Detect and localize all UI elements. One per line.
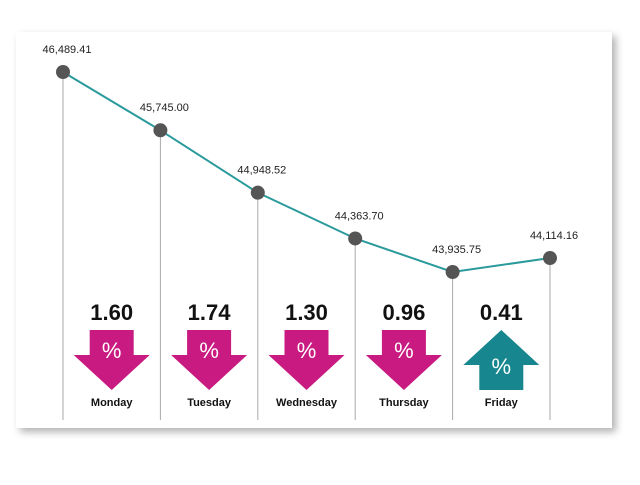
up-arrow — [463, 330, 540, 390]
change-label: 0.41 — [480, 300, 523, 325]
value-label: 44,948.52 — [237, 165, 286, 177]
point — [445, 265, 460, 279]
day-label: Thursday — [379, 397, 429, 409]
day-label: Wednesday — [276, 397, 338, 409]
percent-sign: % — [297, 338, 317, 363]
day-label: Monday — [91, 397, 133, 409]
percent-sign: % — [394, 338, 414, 363]
point — [250, 185, 265, 200]
point — [543, 251, 557, 266]
point — [56, 65, 70, 79]
down-arrow — [171, 330, 248, 390]
value-label: 45,745.00 — [140, 102, 189, 114]
value-label: 44,114.16 — [530, 230, 578, 242]
percent-sign: % — [492, 354, 512, 379]
point — [153, 123, 168, 138]
change-label: 1.60 — [90, 300, 133, 325]
day-label: Friday — [485, 397, 519, 409]
value-label: 46,489.41 — [43, 44, 92, 56]
down-arrow — [268, 330, 345, 390]
value-label: 44,363.70 — [335, 210, 384, 222]
percent-sign: % — [102, 338, 122, 363]
line — [62, 71, 551, 274]
change-label: 1.30 — [285, 300, 328, 325]
down-arrow — [73, 330, 150, 390]
change-label: 0.96 — [382, 300, 425, 325]
point — [348, 231, 363, 246]
down-arrow — [365, 330, 442, 390]
value-label: 43,935.75 — [432, 244, 481, 256]
change-label: 1.74 — [188, 300, 232, 325]
percent-sign: % — [199, 338, 219, 363]
day-label: Tuesday — [187, 397, 232, 409]
